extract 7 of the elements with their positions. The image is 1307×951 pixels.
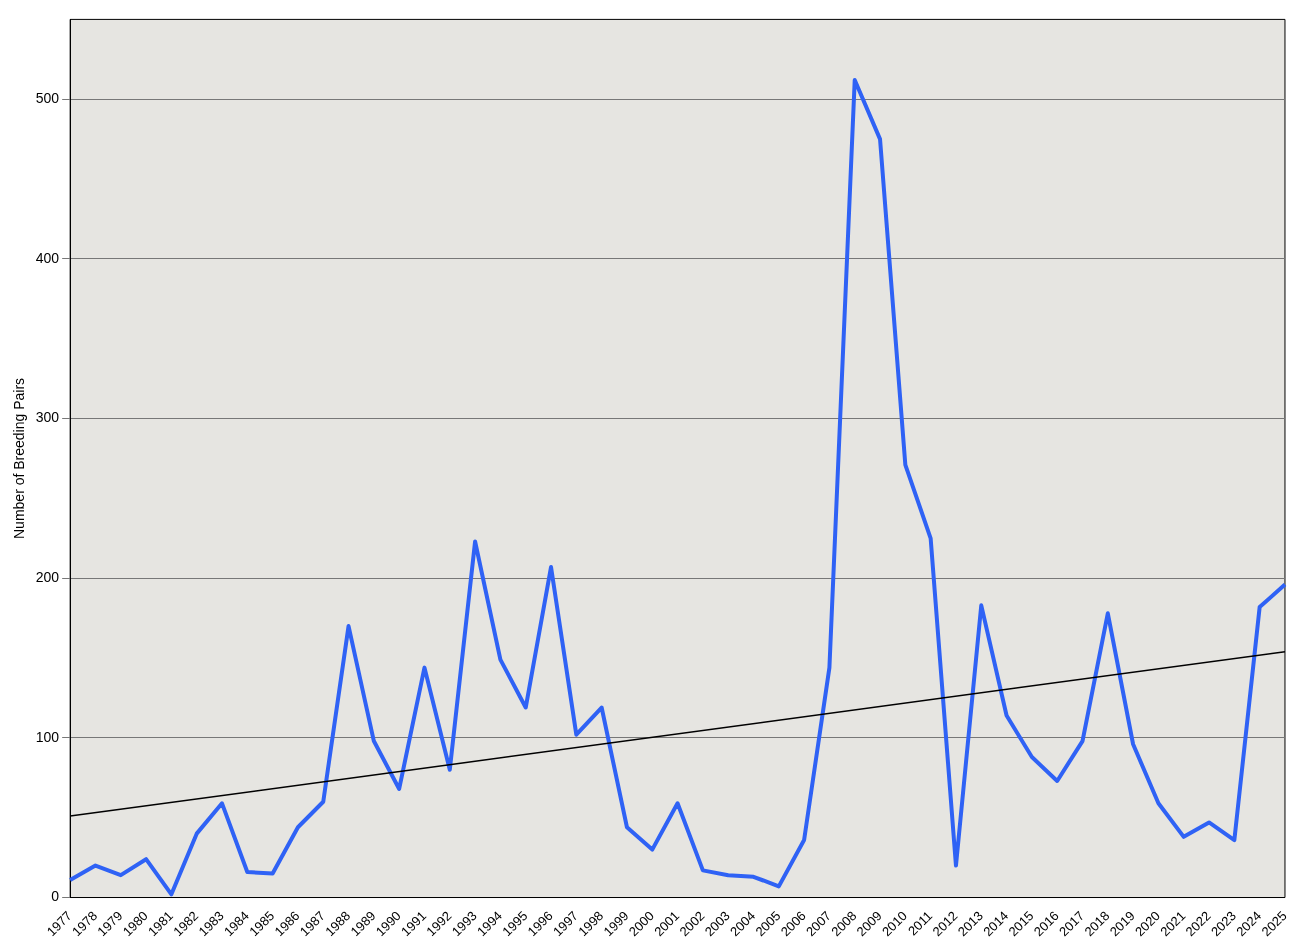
y-axis-title: Number of Breeding Pairs [11, 377, 28, 539]
y-tick-label: 300 [35, 409, 60, 426]
y-tick-label: 100 [35, 728, 60, 745]
y-tick-label: 400 [35, 249, 60, 266]
y-tick-label: 500 [35, 90, 60, 107]
y-tick-label: 200 [35, 569, 60, 586]
y-tick-label: 0 [51, 888, 60, 905]
